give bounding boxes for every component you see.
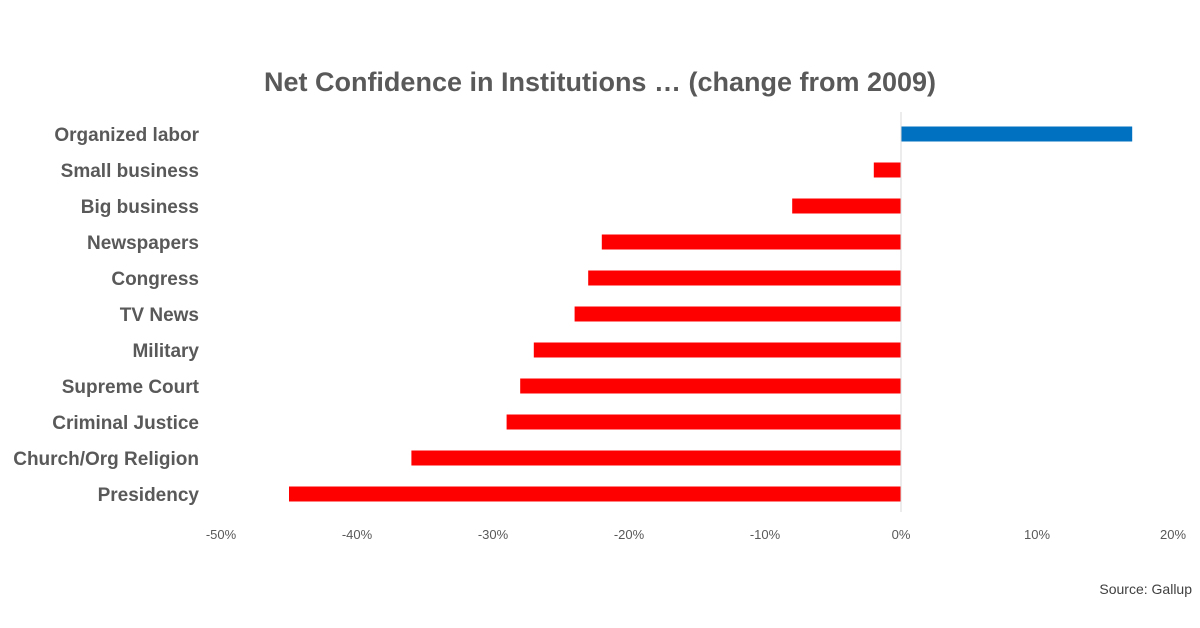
x-tick-labels: -50% -40% -30% -20% -10% 0% 10% 20% [206,527,1187,542]
category-label: Church/Org Religion [13,449,199,470]
x-tick-label: -40% [342,527,373,542]
bar-big-business [792,198,901,214]
x-tick-label: 20% [1160,527,1186,542]
chart-title: Net Confidence in Institutions … (change… [264,67,936,97]
bar-newspapers [601,234,901,250]
category-label: Presidency [98,485,200,506]
category-label: Supreme Court [62,377,200,398]
bar-supreme-court [520,378,901,394]
x-tick-label: -50% [206,527,237,542]
category-label: TV News [120,305,199,326]
category-label: Small business [61,161,199,182]
x-tick-label: -10% [750,527,781,542]
category-label: Criminal Justice [52,413,199,434]
category-label: Organized labor [54,125,199,146]
bar-church-org-religion [411,450,901,466]
bar-congress [588,270,901,286]
x-tick-label: -30% [478,527,509,542]
x-tick-label: 10% [1024,527,1050,542]
category-label: Big business [81,197,199,218]
bar-small-business [873,162,901,178]
x-tick-label: 0% [892,527,911,542]
bar-tv-news [574,306,901,322]
category-label: Military [132,341,199,362]
bar-military [533,342,901,358]
category-label: Congress [111,269,199,290]
category-label: Newspapers [87,233,199,254]
bar-presidency [289,486,901,502]
x-tick-label: -20% [614,527,645,542]
bars-layer [289,126,1133,502]
bar-criminal-justice [506,414,901,430]
source-note: Source: Gallup [1099,581,1192,597]
category-labels: Organized labor Small business Big busines… [13,125,199,506]
bar-organized-labor [901,126,1133,142]
